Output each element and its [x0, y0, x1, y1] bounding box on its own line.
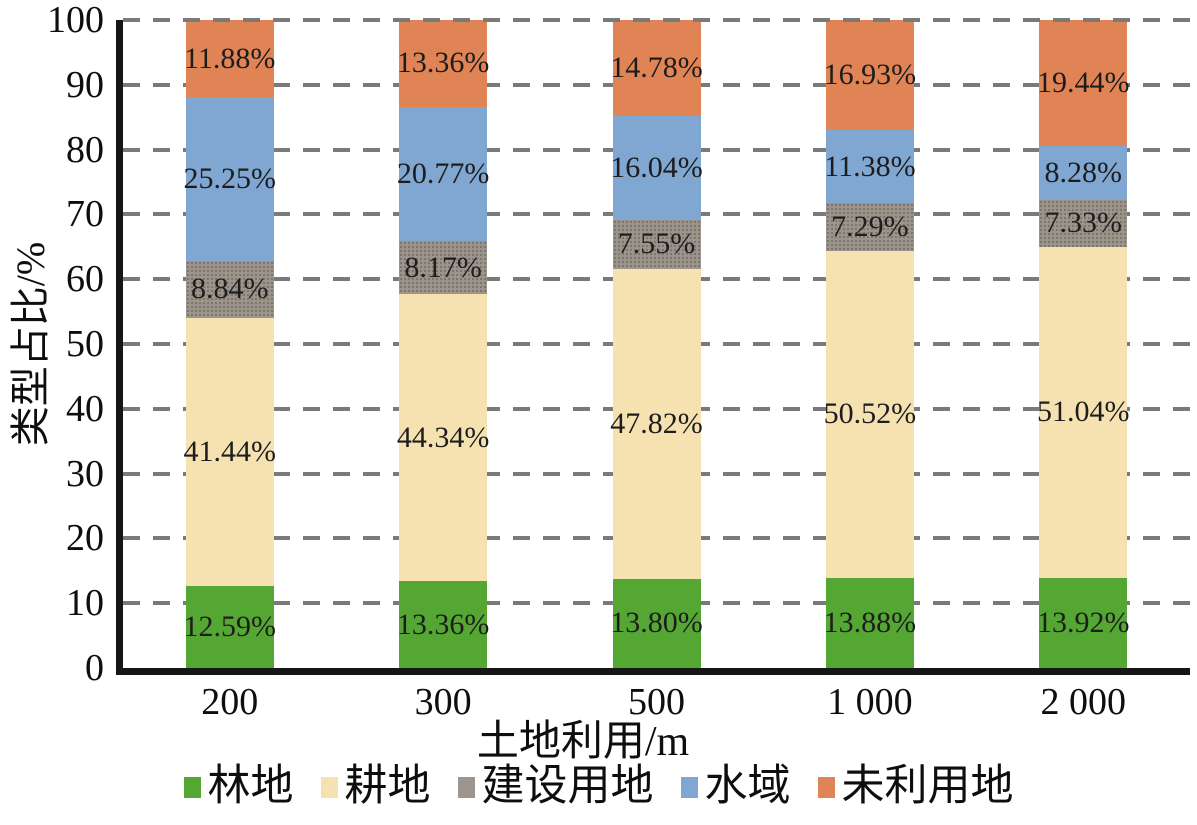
segment-value-label: 19.44% [1037, 65, 1130, 99]
plot-area: 12.59% 41.44% 8.84% 25.25% 11.88% 13.36% 44.34… [116, 18, 1190, 675]
y-tick-label: 80 [66, 128, 104, 171]
x-tick-label: 500 [628, 681, 685, 723]
bar-segment: 7.33% [1039, 199, 1128, 248]
legend-item: 林地 [183, 762, 294, 812]
segment-value-label: 51.04% [1037, 395, 1130, 429]
bar-group: 13.36% 44.34% 8.17% 20.77% 13.36% [396, 20, 490, 668]
x-tick-label: 200 [201, 681, 259, 723]
segment-value-label: 44.34% [396, 420, 490, 454]
x-tick-label: 2 000 [1040, 681, 1127, 723]
x-tick-label: 300 [414, 681, 472, 723]
segment-value-label: 7.29% [831, 210, 909, 244]
y-tick-label: 20 [66, 517, 104, 560]
segment-value-label: 7.55% [617, 227, 696, 261]
legend-swatch-icon [457, 776, 475, 798]
legend-swatch-icon [183, 776, 201, 798]
x-tick-label: 1 000 [827, 681, 913, 723]
bar-group: 13.92% 51.04% 7.33% 8.28% 19.44% [1037, 19, 1130, 668]
y-tick-label: 10 [66, 582, 104, 625]
segment-value-label: 13.92% [1037, 605, 1130, 639]
legend-label: 未利用地 [841, 763, 1014, 810]
segment-value-label: 11.88% [183, 41, 276, 75]
segment-value-label: 13.36% [396, 46, 490, 80]
y-tick-label: 50 [66, 323, 104, 365]
legend-swatch-icon [680, 776, 698, 798]
bar-segment: 8.84% [185, 260, 274, 318]
segment-value-label: 41.44% [183, 435, 276, 469]
bar-segment: 11.88% [183, 20, 276, 97]
legend-item: 未利用地 [817, 762, 1014, 812]
bar-segment: 13.80% [610, 578, 703, 668]
segment-value-label: 16.04% [610, 150, 703, 184]
y-tick-label: 100 [47, 0, 104, 41]
segment-value-label: 47.82% [610, 406, 703, 440]
bar-group: 13.80% 47.82% 7.55% 16.04% 14.78% [610, 20, 703, 668]
bar-segment: 7.29% [825, 203, 914, 251]
bar-segment: 51.04% [1037, 247, 1130, 578]
legend-label: 耕地 [344, 763, 431, 810]
bar-segment: 44.34% [396, 294, 490, 582]
legend-label: 建设用地 [481, 763, 654, 810]
segment-value-label: 16.93% [823, 57, 917, 91]
segment-value-label: 13.80% [610, 606, 703, 640]
bar-group: 13.88% 50.52% 7.29% 11.38% 16.93% [823, 20, 917, 668]
segment-value-label: 14.78% [610, 50, 703, 84]
bar-segment: 16.04% [610, 115, 703, 220]
x-axis-title: 土地利用/m [476, 719, 690, 765]
legend-item: 建设用地 [457, 762, 654, 812]
y-tick-label: 30 [66, 452, 104, 495]
bar-segment: 41.44% [183, 317, 276, 587]
bar-segment: 19.44% [1037, 19, 1130, 146]
bar-segment: 50.52% [823, 250, 917, 579]
bar-segment: 16.93% [823, 20, 917, 130]
segment-value-label: 20.77% [396, 156, 490, 190]
bar-segment: 13.92% [1037, 577, 1130, 668]
segment-value-label: 12.59% [183, 610, 276, 644]
legend-swatch-icon [320, 776, 338, 798]
legend-item: 水域 [680, 762, 791, 812]
y-tick-label: 0 [85, 647, 104, 689]
bar-segment: 47.82% [610, 268, 703, 579]
segment-value-label: 7.33% [1044, 206, 1123, 240]
bar-segment: 13.36% [396, 20, 490, 107]
bar-group: 12.59% 41.44% 8.84% 25.25% 11.88% [183, 20, 276, 668]
y-tick-label: 40 [66, 387, 104, 430]
legend: 林地 耕地 建设用地 水域 未利用地 [0, 762, 1197, 812]
bar-segment: 13.88% [823, 578, 917, 668]
bar-segment: 8.17% [399, 241, 488, 295]
bar-segment: 13.36% [396, 581, 490, 668]
segment-value-label: 8.84% [190, 272, 269, 306]
bar-segment: 25.25% [183, 97, 276, 261]
segment-value-label: 8.28% [1044, 155, 1123, 189]
segment-value-label: 25.25% [183, 161, 276, 195]
y-tick-label: 90 [66, 63, 104, 106]
bar-segment: 20.77% [396, 106, 490, 242]
y-tick-label: 60 [66, 258, 104, 301]
legend-swatch-icon [817, 776, 835, 798]
segment-value-label: 11.38% [824, 149, 916, 183]
bar-segment: 11.38% [824, 129, 916, 204]
bar-segment: 12.59% [183, 586, 276, 668]
legend-item: 耕地 [320, 762, 431, 812]
bar-segment: 8.28% [1039, 145, 1128, 200]
segment-value-label: 13.88% [823, 606, 917, 640]
bar-segment: 14.78% [610, 20, 703, 116]
gridline [123, 18, 1190, 22]
y-tick-label: 70 [66, 193, 104, 236]
legend-label: 水域 [704, 763, 791, 810]
segment-value-label: 50.52% [823, 397, 917, 431]
segment-value-label: 8.17% [404, 250, 482, 284]
legend-label: 林地 [207, 763, 294, 810]
bar-segment: 7.55% [612, 219, 701, 269]
segment-value-label: 13.36% [396, 607, 490, 641]
